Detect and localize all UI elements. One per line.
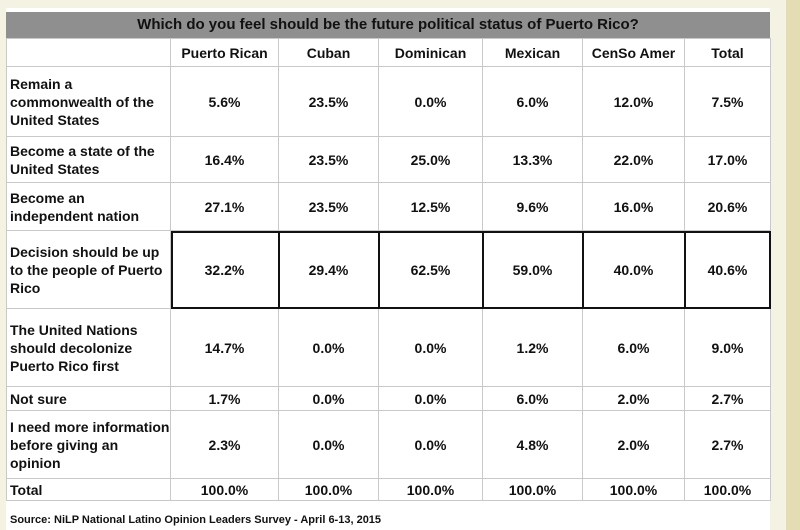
value-cell: 2.7% — [684, 386, 771, 411]
value-cell: 2.7% — [684, 410, 771, 479]
value-cell: 2.0% — [582, 410, 685, 479]
table-row: I need more information before giving an… — [6, 410, 771, 479]
column-header: Dominican — [378, 38, 483, 67]
value-cell: 0.0% — [278, 410, 379, 479]
value-cell: 23.5% — [278, 182, 379, 231]
table-sheet: Which do you feel should be the future p… — [6, 8, 771, 530]
value-cell: 2.3% — [170, 410, 279, 479]
value-cell: 6.0% — [482, 66, 583, 137]
value-cell: 1.2% — [482, 308, 583, 387]
row-label: Total — [6, 478, 171, 501]
value-cell: 14.7% — [170, 308, 279, 387]
value-cell: 6.0% — [482, 386, 583, 411]
value-cell: 17.0% — [684, 136, 771, 183]
column-header: CenSo Amer — [582, 38, 685, 67]
value-cell: 0.0% — [278, 308, 379, 387]
source-note: Source: NiLP National Latino Opinion Lea… — [10, 514, 382, 526]
row-label: Become an independent nation — [6, 182, 171, 231]
value-cell: 100.0% — [378, 478, 483, 501]
value-cell: 62.5% — [378, 230, 483, 309]
value-cell: 27.1% — [170, 182, 279, 231]
value-cell: 0.0% — [378, 410, 483, 479]
column-header: Puerto Rican — [170, 38, 279, 67]
column-header: Cuban — [278, 38, 379, 67]
row-label: Become a state of the United States — [6, 136, 171, 183]
table-row: The United Nations should decolonize Pue… — [6, 308, 771, 387]
value-cell: 0.0% — [378, 308, 483, 387]
value-cell: 13.3% — [482, 136, 583, 183]
value-cell: 40.0% — [582, 230, 685, 309]
data-table: Puerto Rican Cuban Dominican Mexican CenSo A… — [6, 38, 771, 501]
table-row: Decision should be up to the people of P… — [6, 230, 771, 309]
value-cell: 100.0% — [684, 478, 771, 501]
value-cell: 12.5% — [378, 182, 483, 231]
value-cell: 12.0% — [582, 66, 685, 137]
row-label: Remain a commonwealth of the United Stat… — [6, 66, 171, 137]
value-cell: 4.8% — [482, 410, 583, 479]
value-cell: 2.0% — [582, 386, 685, 411]
value-cell: 59.0% — [482, 230, 583, 309]
table-row: Remain a commonwealth of the United Stat… — [6, 66, 771, 137]
column-header: Total — [684, 38, 771, 67]
column-header: Mexican — [482, 38, 583, 67]
value-cell: 6.0% — [582, 308, 685, 387]
value-cell: 29.4% — [278, 230, 379, 309]
value-cell: 22.0% — [582, 136, 685, 183]
value-cell: 32.2% — [170, 230, 279, 309]
value-cell: 40.6% — [684, 230, 771, 309]
value-cell: 100.0% — [582, 478, 685, 501]
value-cell: 5.6% — [170, 66, 279, 137]
value-cell: 9.6% — [482, 182, 583, 231]
table-title: Which do you feel should be the future p… — [6, 12, 770, 38]
value-cell: 23.5% — [278, 136, 379, 183]
value-cell: 1.7% — [170, 386, 279, 411]
table-row: Become a state of the United States 16.4%… — [6, 136, 771, 183]
value-cell: 100.0% — [170, 478, 279, 501]
value-cell: 23.5% — [278, 66, 379, 137]
value-cell: 0.0% — [378, 386, 483, 411]
header-corner-cell — [6, 38, 171, 67]
row-label: Not sure — [6, 386, 171, 411]
value-cell: 7.5% — [684, 66, 771, 137]
value-cell: 25.0% — [378, 136, 483, 183]
right-accent-bar — [786, 0, 800, 530]
value-cell: 100.0% — [278, 478, 379, 501]
table-row: Total 100.0% 100.0% 100.0% 100.0% 100.0% 100.0… — [6, 478, 771, 501]
table-row: Become an independent nation 27.1% 23.5% 12… — [6, 182, 771, 231]
value-cell: 100.0% — [482, 478, 583, 501]
row-label: I need more information before giving an… — [6, 410, 171, 479]
value-cell: 20.6% — [684, 182, 771, 231]
header-row: Puerto Rican Cuban Dominican Mexican CenSo A… — [6, 38, 771, 67]
table-row: Not sure 1.7% 0.0% 0.0% 6.0% 2.0% 2.7% — [6, 386, 771, 411]
value-cell: 0.0% — [278, 386, 379, 411]
value-cell: 16.0% — [582, 182, 685, 231]
value-cell: 16.4% — [170, 136, 279, 183]
row-label: Decision should be up to the people of P… — [6, 230, 171, 309]
row-label: The United Nations should decolonize Pue… — [6, 308, 171, 387]
value-cell: 0.0% — [378, 66, 483, 137]
value-cell: 9.0% — [684, 308, 771, 387]
